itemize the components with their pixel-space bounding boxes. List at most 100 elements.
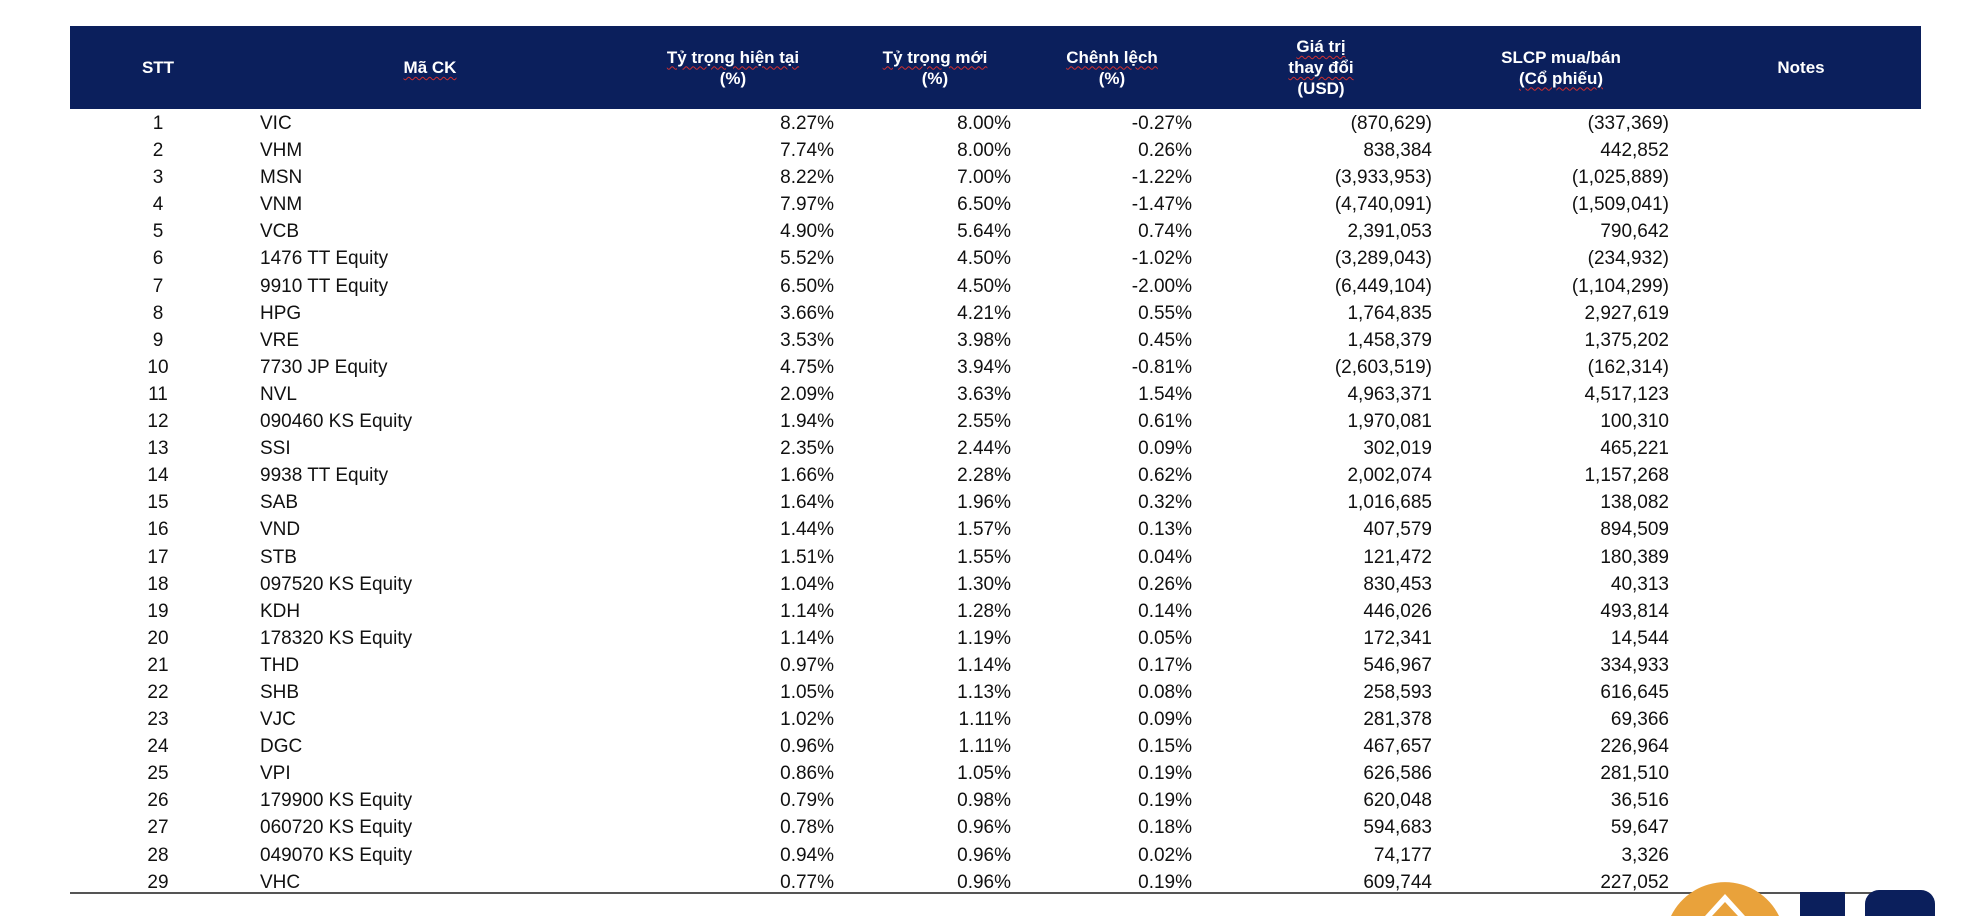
cell-ty-trong-moi: 2.28% [957,465,1011,487]
cell-gia-tri: 2,391,053 [1347,221,1432,243]
cell-ty-trong-moi: 0.96% [957,871,1011,893]
cell-ma-ck: KDH [260,600,301,622]
cell-chenh-lech: 0.05% [1138,627,1192,649]
table-row: 22 SHB 1.05% 1.13% 0.08% 258,593 616,645 [0,679,1982,706]
cell-stt: 19 [147,600,169,622]
cell-ty-trong-hien-tai: 0.97% [780,654,834,676]
cell-slcp: 14,544 [1610,627,1669,649]
table-row: 2 VHM 7.74% 8.00% 0.26% 838,384 442,852 [0,137,1982,164]
table-row: 28 049070 KS Equity 0.94% 0.96% 0.02% 74,177 3… [0,842,1982,869]
cell-stt: 22 [147,681,169,703]
cell-gia-tri: (870,629) [1350,113,1432,134]
cell-slcp: 790,642 [1600,221,1669,243]
cell-ma-ck: 1476 TT Equity [260,248,389,270]
cell-ma-ck: DGC [260,736,303,758]
cell-ma-ck: 060720 KS Equity [260,817,413,839]
table-row: 1 VIC 8.27% 8.00% -0.27% (870,629) (337,369) [0,110,1982,137]
cell-ma-ck: VCB [260,221,300,243]
cell-ma-ck: SSI [260,438,291,460]
cell-stt: 15 [147,492,169,514]
cell-slcp: 3,326 [1621,844,1669,866]
cell-gia-tri: 446,026 [1363,600,1432,622]
cell-ma-ck: VPI [260,763,291,785]
table-row: 3 MSN 8.22% 7.00% -1.22% (3,933,953) (1,025,88… [0,164,1982,191]
cell-chenh-lech: 0.14% [1138,600,1192,622]
cell-ty-trong-moi: 1.19% [957,627,1011,649]
cell-stt: 2 [152,140,164,162]
table-row: 9 VRE 3.53% 3.98% 0.45% 1,458,379 1,375,202 [0,327,1982,354]
cell-gia-tri: (4,740,091) [1334,194,1432,216]
cell-ty-trong-hien-tai: 0.86% [780,763,834,785]
cell-slcp: 100,310 [1600,411,1669,433]
cell-ty-trong-moi: 2.44% [957,438,1011,460]
cell-stt: 5 [152,221,164,243]
table-bottom-border [70,892,1921,894]
cell-chenh-lech: 0.17% [1138,654,1192,676]
cell-slcp: 1,375,202 [1584,329,1669,351]
cell-ty-trong-hien-tai: 8.22% [780,167,834,189]
table-row: 12 090460 KS Equity 1.94% 2.55% 0.61% 1,970,0… [0,408,1982,435]
cell-ty-trong-hien-tai: 3.53% [780,329,834,351]
cell-slcp: 281,510 [1600,763,1669,785]
company-logo [1650,880,1982,916]
cell-slcp: 2,927,619 [1584,302,1669,324]
cell-chenh-lech: 0.18% [1138,817,1192,839]
table-row: 19 KDH 1.14% 1.28% 0.14% 446,026 493,814 [0,598,1982,625]
cell-stt: 17 [147,546,169,568]
cell-ty-trong-moi: 4.50% [957,248,1011,270]
cell-slcp: 4,517,123 [1584,383,1669,405]
cell-ty-trong-hien-tai: 4.75% [780,356,834,378]
cell-chenh-lech: 0.08% [1138,681,1192,703]
table-row: 6 1476 TT Equity 5.52% 4.50% -1.02% (3,289,04… [0,245,1982,272]
cell-gia-tri: 1,458,379 [1347,329,1432,351]
cell-ty-trong-hien-tai: 2.09% [780,383,834,405]
table-row: 23 VJC 1.02% 1.11% 0.09% 281,378 69,366 [0,706,1982,733]
cell-chenh-lech: 0.09% [1138,438,1192,460]
cell-stt: 6 [152,248,164,270]
cell-ty-trong-moi: 5.64% [957,221,1011,243]
cell-chenh-lech: 0.32% [1138,492,1192,514]
cell-gia-tri: (3,289,043) [1334,248,1432,270]
cell-ty-trong-moi: 8.00% [957,113,1011,134]
table-row: 4 VNM 7.97% 6.50% -1.47% (4,740,091) (1,509,04… [0,191,1982,218]
cell-chenh-lech: 0.26% [1138,140,1192,162]
cell-ma-ck: 179900 KS Equity [260,790,413,812]
cell-ty-trong-hien-tai: 7.74% [780,140,834,162]
cell-stt: 23 [147,709,169,731]
cell-stt: 10 [147,356,169,378]
cell-ma-ck: 049070 KS Equity [260,844,413,866]
cell-slcp: (1,025,889) [1571,167,1669,189]
cell-ty-trong-moi: 1.11% [958,709,1011,731]
cell-ty-trong-hien-tai: 1.05% [780,681,834,703]
cell-ty-trong-moi: 4.50% [957,275,1011,297]
header-line: thay đổi [1288,58,1354,77]
cell-ty-trong-hien-tai: 2.35% [780,438,834,460]
cell-gia-tri: (6,449,104) [1334,275,1432,297]
cell-ma-ck: 9938 TT Equity [260,465,389,487]
cell-gia-tri: 838,384 [1363,140,1432,162]
header-line: (%) [921,68,949,88]
cell-slcp: (1,104,299) [1571,275,1669,297]
cell-ty-trong-moi: 1.30% [957,573,1011,595]
cell-gia-tri: 626,586 [1363,763,1432,785]
cell-gia-tri: 1,016,685 [1347,492,1432,514]
cell-ma-ck: VHM [260,140,303,162]
table-row: 29 VHC 0.77% 0.96% 0.19% 609,744 227,052 [0,869,1982,896]
table-row: 7 9910 TT Equity 6.50% 4.50% -2.00% (6,449,10… [0,273,1982,300]
cell-chenh-lech: -2.00% [1131,275,1192,297]
table-row: 5 VCB 4.90% 5.64% 0.74% 2,391,053 790,642 [0,218,1982,245]
cell-slcp: 465,221 [1600,438,1669,460]
cell-ma-ck: MSN [260,167,303,189]
table-row: 10 7730 JP Equity 4.75% 3.94% -0.81% (2,603,5… [0,354,1982,381]
table-row: 13 SSI 2.35% 2.44% 0.09% 302,019 465,221 [0,435,1982,462]
cell-slcp: (1,509,041) [1571,194,1669,216]
cell-ty-trong-moi: 1.28% [957,600,1011,622]
cell-gia-tri: 594,683 [1363,817,1432,839]
cell-slcp: 226,964 [1600,736,1669,758]
table-row: 14 9938 TT Equity 1.66% 2.28% 0.62% 2,002,074… [0,462,1982,489]
cell-ty-trong-hien-tai: 0.94% [780,844,834,866]
cell-chenh-lech: 0.62% [1138,465,1192,487]
cell-slcp: 36,516 [1610,790,1669,812]
cell-ty-trong-hien-tai: 7.97% [780,194,834,216]
cell-ty-trong-hien-tai: 5.52% [780,248,834,270]
